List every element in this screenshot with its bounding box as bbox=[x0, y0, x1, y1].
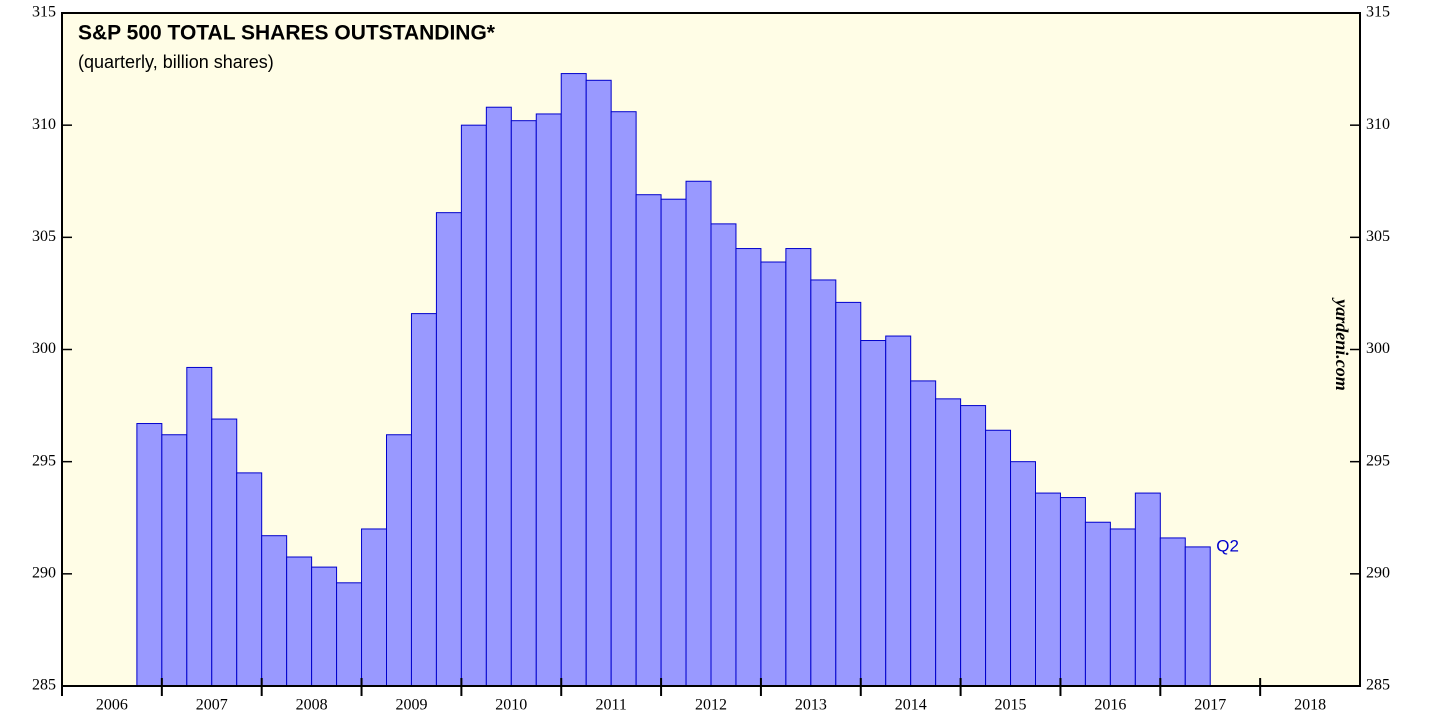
x-tick-label: 2007 bbox=[196, 697, 228, 714]
bar bbox=[610, 111, 637, 687]
bar bbox=[810, 279, 837, 687]
bar bbox=[960, 405, 987, 687]
y-tick-label: 300 bbox=[32, 340, 56, 357]
bar bbox=[760, 261, 787, 687]
bar bbox=[361, 528, 387, 687]
bar bbox=[186, 366, 213, 687]
bar bbox=[1134, 492, 1161, 687]
bar bbox=[735, 248, 762, 687]
bar bbox=[1159, 537, 1186, 687]
chart-title: S&P 500 TOTAL SHARES OUTSTANDING* bbox=[78, 22, 496, 45]
x-tick-label: 2008 bbox=[296, 697, 328, 714]
x-tick-label: 2011 bbox=[595, 697, 626, 714]
bar bbox=[286, 556, 313, 687]
x-tick-label: 2009 bbox=[395, 697, 427, 714]
bar bbox=[211, 418, 238, 687]
bar bbox=[710, 223, 737, 687]
bar bbox=[835, 301, 862, 687]
bar bbox=[1059, 497, 1086, 687]
y-tick-label: 295 bbox=[32, 452, 56, 469]
y2-tick-label: 295 bbox=[1366, 452, 1390, 469]
bar bbox=[635, 194, 662, 687]
y2-tick-label: 305 bbox=[1366, 228, 1390, 245]
bar bbox=[261, 535, 288, 687]
y-tick-label: 285 bbox=[32, 677, 56, 694]
y2-tick-label: 310 bbox=[1366, 116, 1390, 133]
y2-tick-label: 300 bbox=[1366, 340, 1390, 357]
bar bbox=[535, 113, 562, 687]
bar bbox=[336, 582, 363, 687]
y-tick-label: 305 bbox=[32, 228, 56, 245]
bar bbox=[311, 566, 338, 687]
annotation: Q2 bbox=[1216, 536, 1239, 555]
x-tick-label: 2010 bbox=[495, 697, 527, 714]
bar bbox=[1109, 528, 1136, 687]
bar bbox=[1084, 521, 1111, 687]
x-tick-label: 2016 bbox=[1094, 697, 1126, 714]
bar bbox=[510, 120, 537, 687]
bar bbox=[1010, 461, 1036, 687]
bar bbox=[585, 79, 612, 687]
y2-tick-label: 315 bbox=[1366, 4, 1390, 21]
x-tick-label: 2012 bbox=[695, 697, 727, 714]
bar bbox=[161, 434, 188, 687]
y-tick-label: 310 bbox=[32, 116, 56, 133]
bar bbox=[386, 434, 412, 687]
bar bbox=[136, 423, 163, 687]
bar bbox=[660, 198, 687, 687]
bar bbox=[460, 124, 487, 687]
bar bbox=[560, 73, 587, 687]
x-tick-label: 2015 bbox=[995, 697, 1027, 714]
bar bbox=[785, 248, 812, 687]
y-tick-label: 290 bbox=[32, 565, 56, 582]
bar bbox=[935, 398, 962, 687]
x-tick-label: 2017 bbox=[1194, 697, 1226, 714]
x-tick-label: 2006 bbox=[96, 697, 128, 714]
x-tick-label: 2018 bbox=[1294, 697, 1326, 714]
bar bbox=[985, 429, 1012, 687]
y2-tick-label: 290 bbox=[1366, 565, 1390, 582]
y-tick-label: 315 bbox=[32, 4, 56, 21]
bar bbox=[236, 472, 263, 687]
bar bbox=[685, 180, 712, 687]
bar bbox=[1184, 546, 1211, 687]
bar bbox=[910, 380, 937, 687]
y2-tick-label: 285 bbox=[1366, 677, 1390, 694]
bar bbox=[410, 313, 437, 687]
bar bbox=[435, 212, 462, 687]
x-tick-label: 2013 bbox=[795, 697, 827, 714]
x-tick-label: 2014 bbox=[895, 697, 927, 714]
bar bbox=[885, 335, 912, 687]
bar bbox=[860, 340, 887, 687]
source-label: yardeni.com bbox=[1332, 297, 1352, 391]
bar bbox=[485, 106, 512, 687]
bar bbox=[1035, 492, 1061, 687]
chart-subtitle: (quarterly, billion shares) bbox=[78, 52, 274, 72]
